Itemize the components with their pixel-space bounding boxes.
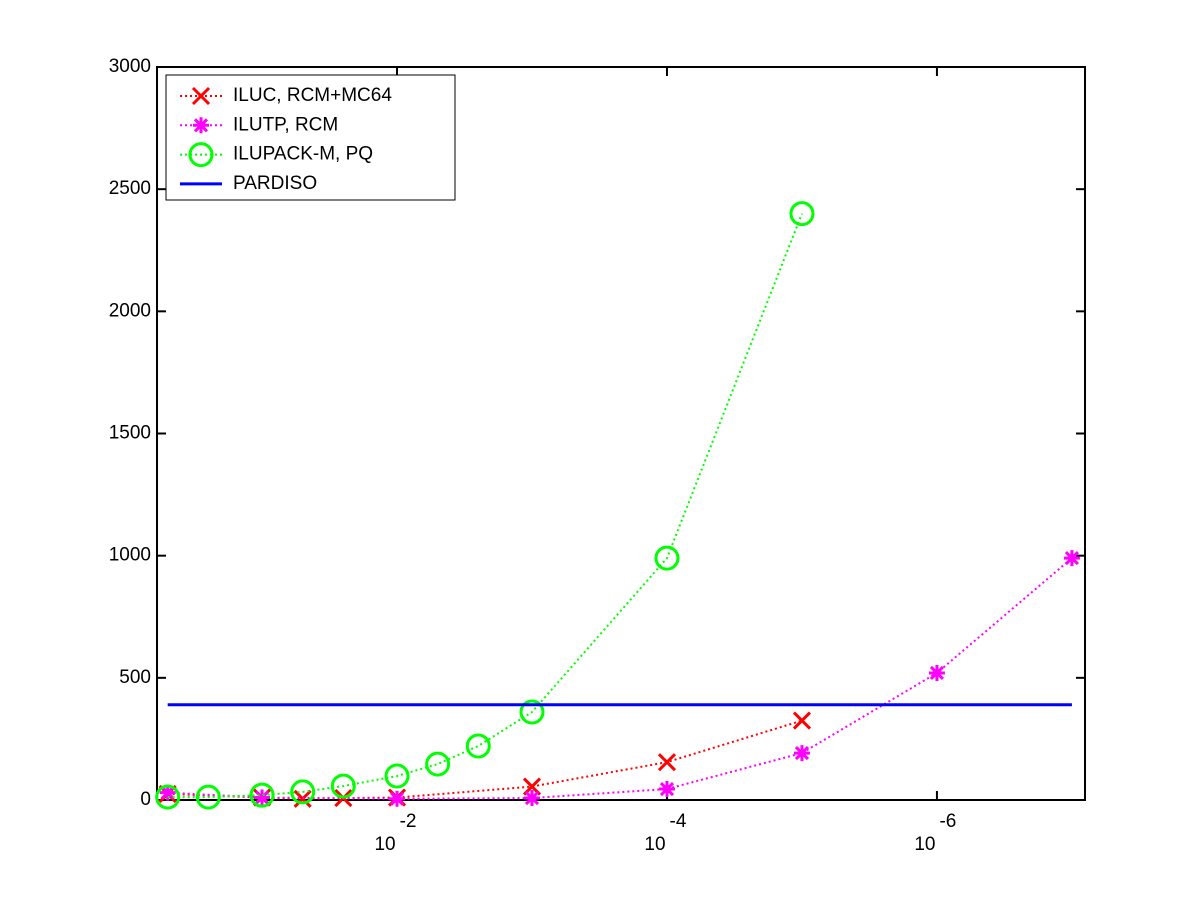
x-tick-label: 10 <box>644 834 665 855</box>
marker <box>384 763 410 789</box>
marker <box>195 784 221 810</box>
marker <box>657 753 677 772</box>
marker <box>928 664 945 681</box>
y-tick-label: 0 <box>140 789 151 810</box>
legend: ILUC, RCM+MC64 ILUTP, RCM ILUPACK-M, PQ PAR… <box>165 74 456 201</box>
y-tick-label: 1500 <box>109 423 151 444</box>
legend-label: PARDISO <box>233 173 317 194</box>
marker <box>389 790 406 807</box>
legend-label: ILUC, RCM+MC64 <box>233 85 392 106</box>
marker <box>425 751 451 777</box>
x-tick-label: 10 <box>374 834 395 855</box>
marker <box>254 789 271 806</box>
legend-label: ILUTP, RCM <box>233 114 338 135</box>
marker <box>290 779 316 805</box>
marker <box>519 699 545 725</box>
marker <box>658 781 675 798</box>
x-tick-label: 10 <box>914 834 935 855</box>
x-tick-exponent: -2 <box>400 811 417 832</box>
legend-marker <box>191 86 211 106</box>
marker <box>249 782 275 808</box>
legend-marker <box>193 117 209 134</box>
marker <box>789 201 815 227</box>
marker <box>155 784 181 810</box>
y-tick-label: 2500 <box>109 178 151 199</box>
y-tick-label: 2000 <box>109 300 151 321</box>
y-tick-label: 500 <box>119 667 151 688</box>
series-line <box>167 557 1073 800</box>
legend-label: ILUPACK-M, PQ <box>233 144 373 165</box>
y-tick-label: 3000 <box>109 56 151 77</box>
marker <box>793 745 810 762</box>
series-line <box>167 213 803 799</box>
x-tick-exponent: -4 <box>670 811 687 832</box>
marker <box>792 711 812 730</box>
marker <box>465 733 491 759</box>
marker <box>1063 550 1080 567</box>
marker <box>159 784 176 801</box>
marker <box>523 790 540 807</box>
legend-box <box>165 74 456 201</box>
marker <box>330 773 356 799</box>
marker <box>654 545 680 571</box>
x-tick-exponent: -6 <box>939 811 956 832</box>
legend-marker <box>188 142 214 168</box>
y-tick-label: 1000 <box>109 545 151 566</box>
